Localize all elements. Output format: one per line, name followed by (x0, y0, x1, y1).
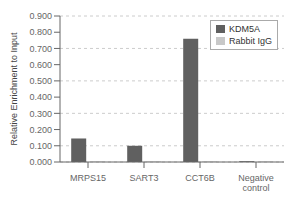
svg-text:SART3: SART3 (130, 173, 159, 183)
svg-text:0.700: 0.700 (29, 44, 52, 54)
svg-text:0.300: 0.300 (29, 109, 52, 119)
html-text:KDM5A: KDM5A (229, 24, 260, 34)
svg-text:0.000: 0.000 (29, 157, 52, 167)
svg-text:CCT6B: CCT6B (185, 173, 215, 183)
html-text:Rabbit IgG: Rabbit IgG (229, 36, 272, 46)
svg-text:Negativecontrol: Negativecontrol (238, 173, 274, 192)
svg-text:0.100: 0.100 (29, 141, 52, 151)
svg-text:0.200: 0.200 (29, 125, 52, 135)
svg-text:0.900: 0.900 (29, 11, 52, 21)
svg-text:MRPS15: MRPS15 (70, 173, 106, 183)
svg-text:0.600: 0.600 (29, 60, 52, 70)
svg-text:0.500: 0.500 (29, 76, 52, 86)
svg-text:0.400: 0.400 (29, 92, 52, 102)
svg-text:0.800: 0.800 (29, 27, 52, 37)
svg-text:Relative Enrichment to Input: Relative Enrichment to Input (9, 32, 19, 146)
